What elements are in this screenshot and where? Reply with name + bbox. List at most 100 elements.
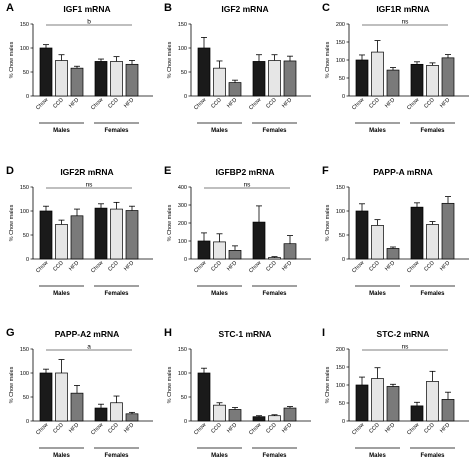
panel-title: IGFBP2 mRNA xyxy=(215,167,274,177)
significance-label: b xyxy=(87,19,91,26)
panel-letter: F xyxy=(322,165,329,177)
significance-label: a xyxy=(87,344,91,351)
y-tick-label: 100 xyxy=(178,371,187,377)
bar xyxy=(110,61,123,97)
bar xyxy=(125,210,139,260)
y-tick-label: 150 xyxy=(20,347,29,353)
panel-title: IGF1 mRNA xyxy=(63,4,110,14)
x-tick-label: HFD xyxy=(439,97,451,109)
x-tick-label: HFD xyxy=(123,97,135,109)
panel-title: IGF2R mRNA xyxy=(60,167,113,177)
x-tick-label: CCD xyxy=(265,97,278,110)
bar xyxy=(410,63,424,97)
y-tick-label: 0 xyxy=(342,257,345,263)
y-tick-label: 50 xyxy=(23,233,29,239)
y-tick-label: 0 xyxy=(26,419,29,425)
group-label: Males xyxy=(53,128,70,134)
x-tick-label: CCD xyxy=(423,260,436,273)
x-tick-label: Chow xyxy=(406,422,420,436)
group-label: Females xyxy=(420,453,445,459)
bar xyxy=(39,372,53,422)
bar xyxy=(39,47,53,97)
x-tick-label: HFD xyxy=(439,260,451,272)
bar xyxy=(426,381,439,422)
x-tick-label: CCD xyxy=(368,422,381,435)
bar xyxy=(197,240,211,260)
y-tick-label: 0 xyxy=(342,94,345,100)
y-tick-label: 0 xyxy=(342,419,345,425)
bar xyxy=(371,378,384,422)
bar xyxy=(410,405,424,422)
panel-title: PAPP-A mRNA xyxy=(373,167,433,177)
bar xyxy=(94,61,108,97)
x-tick-label: CCD xyxy=(368,260,381,273)
x-tick-label: Chow xyxy=(35,260,49,274)
significance-label: ns xyxy=(402,344,410,351)
bar xyxy=(197,47,211,97)
bar xyxy=(55,372,68,422)
significance-label: ns xyxy=(86,182,94,189)
group-label: Females xyxy=(262,291,287,297)
x-tick-label: Chow xyxy=(90,260,104,274)
y-tick-label: 200 xyxy=(178,221,187,227)
panel-letter: C xyxy=(322,2,330,14)
panel-letter: D xyxy=(6,165,14,177)
bar xyxy=(94,207,108,260)
bar xyxy=(228,409,242,422)
bar xyxy=(371,225,384,260)
bar xyxy=(252,221,266,260)
y-tick-label: 0 xyxy=(184,94,187,100)
panel-title: PAPP-A2 mRNA xyxy=(55,329,120,339)
y-tick-label: 300 xyxy=(178,203,187,209)
x-tick-label: CCD xyxy=(423,422,436,435)
bar xyxy=(228,250,242,260)
y-axis-label: % Chow males xyxy=(325,204,331,241)
bar xyxy=(268,257,281,260)
x-tick-label: HFD xyxy=(384,422,396,434)
y-axis-label: % Chow males xyxy=(167,204,173,241)
panel-letter: B xyxy=(164,2,172,14)
x-tick-label: HFD xyxy=(384,260,396,272)
x-tick-label: HFD xyxy=(123,260,135,272)
group-label: Females xyxy=(262,128,287,134)
y-tick-label: 0 xyxy=(26,94,29,100)
bar xyxy=(125,63,139,97)
bar xyxy=(441,57,455,97)
bar xyxy=(426,224,439,260)
significance-label: ns xyxy=(402,19,410,26)
bar xyxy=(213,241,226,260)
bar xyxy=(94,407,108,422)
bar xyxy=(268,415,281,422)
y-tick-label: 0 xyxy=(26,257,29,263)
y-tick-label: 50 xyxy=(339,76,345,82)
x-tick-label: CCD xyxy=(107,260,120,273)
y-axis-label: % Chow males xyxy=(325,41,331,78)
x-tick-label: Chow xyxy=(248,260,262,274)
y-tick-label: 400 xyxy=(178,185,187,191)
panel-title: IGF2 mRNA xyxy=(221,4,268,14)
group-label: Females xyxy=(104,453,129,459)
x-tick-label: CCD xyxy=(210,260,223,273)
y-tick-label: 100 xyxy=(336,383,345,389)
bar xyxy=(355,59,369,97)
bar xyxy=(283,243,297,260)
y-tick-label: 100 xyxy=(336,58,345,64)
x-tick-label: HFD xyxy=(68,422,80,434)
panel-title: STC-1 mRNA xyxy=(219,329,272,339)
x-tick-label: CCD xyxy=(368,97,381,110)
group-label: Males xyxy=(53,291,70,297)
x-tick-label: Chow xyxy=(90,97,104,111)
group-label: Females xyxy=(104,291,129,297)
y-axis-label: % Chow males xyxy=(9,366,15,403)
panel-letter: H xyxy=(164,327,172,339)
bar xyxy=(197,372,211,422)
x-tick-label: Chow xyxy=(35,422,49,436)
x-tick-label: CCD xyxy=(52,422,65,435)
bar xyxy=(228,82,242,97)
y-axis-label: % Chow males xyxy=(9,41,15,78)
